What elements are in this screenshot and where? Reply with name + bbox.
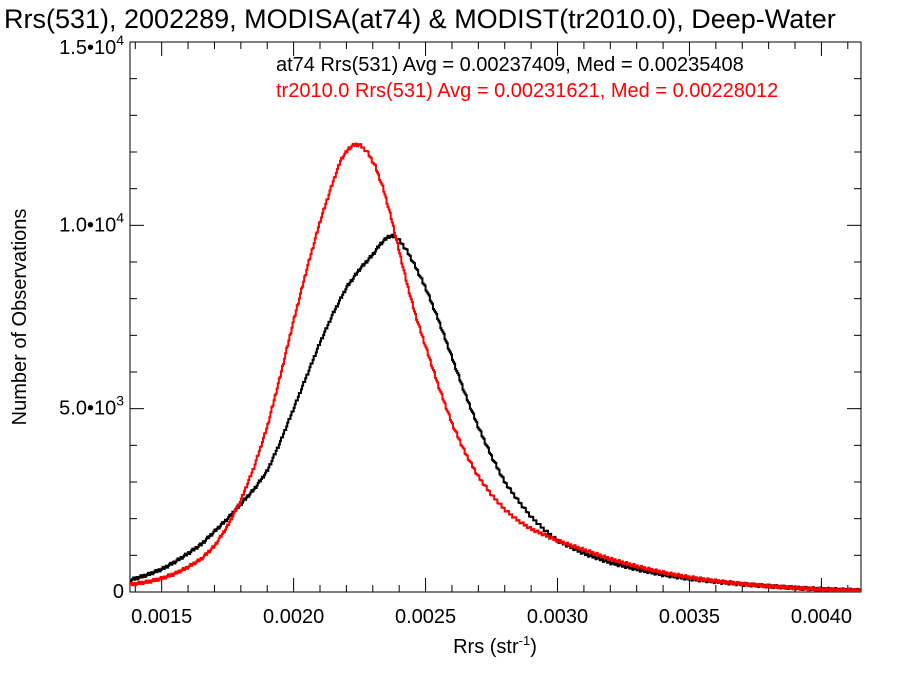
x-tick-label: 0.0030	[527, 606, 588, 628]
chart-title: Rrs(531), 2002289, MODISA(at74) & MODIST…	[4, 4, 836, 34]
x-axis-label: Rrs (str-1)	[453, 633, 537, 658]
plot-frame	[129, 41, 862, 593]
x-tick-label: 0.0035	[659, 606, 720, 628]
y-tick-label: 5.0•103	[59, 393, 124, 420]
y-tick-label: 1.5•104	[59, 32, 124, 59]
y-tick-label: 1.0•104	[59, 209, 124, 236]
x-tick-label: 0.0025	[395, 606, 456, 628]
y-axis-label: Number of Observations	[9, 209, 31, 426]
x-axis: 0.0015 0.0020 0.0025 0.0030 0.0035 0.0040	[131, 42, 852, 628]
x-tick-label: 0.0015	[131, 606, 192, 628]
annotation-at74: at74 Rrs(531) Avg = 0.00237409, Med = 0.…	[276, 54, 744, 76]
x-tick-label: 0.0040	[791, 606, 852, 628]
y-axis: 0 5.0•103 1.0•104 1.5•104	[59, 32, 861, 603]
series-line-at74	[130, 233, 861, 592]
series-line-tr2010	[130, 142, 861, 592]
y-tick-label: 0	[113, 581, 124, 603]
annotation-tr2010: tr2010.0 Rrs(531) Avg = 0.00231621, Med …	[276, 80, 778, 102]
x-tick-label: 0.0020	[263, 606, 324, 628]
